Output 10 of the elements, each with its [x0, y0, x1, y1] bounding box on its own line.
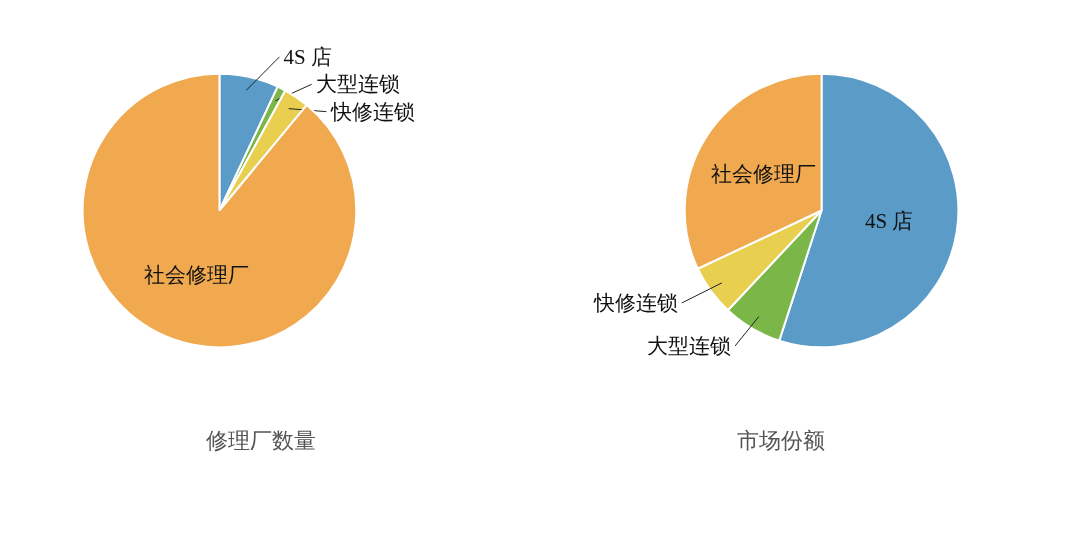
slice-label: 4S 店: [283, 44, 332, 69]
slice-label: 社会修理厂: [143, 262, 249, 287]
slice-label: 4S 店: [864, 209, 914, 234]
text: 市场份额: [736, 427, 825, 453]
slice-label: 快修连锁: [592, 291, 678, 315]
slice-label: 快修连锁: [329, 99, 415, 124]
text: 修理厂数量: [205, 427, 316, 453]
slice-label: 社会修理厂: [711, 161, 817, 186]
slice-label: 大型连锁: [647, 333, 731, 358]
slice-label: 大型连锁: [315, 72, 400, 97]
